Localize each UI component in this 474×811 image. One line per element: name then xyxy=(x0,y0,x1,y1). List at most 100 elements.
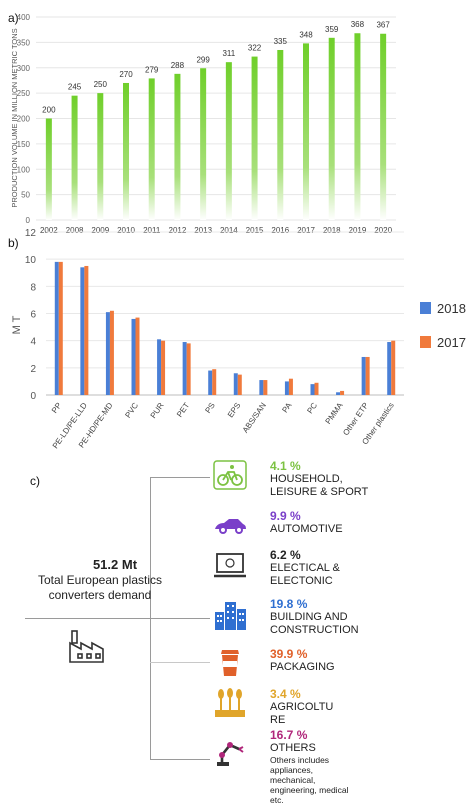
chartA-ytick-label: 50 xyxy=(21,191,30,200)
chartA-xtick-label: 2015 xyxy=(246,226,264,235)
buildings-icon xyxy=(215,602,246,630)
car-icon xyxy=(215,519,246,534)
chartA-data-label: 299 xyxy=(196,55,210,64)
chartB-bar-2018 xyxy=(310,384,315,395)
chartB-xtick-label: ABS/SAN xyxy=(241,401,268,435)
chartA-bar xyxy=(354,33,361,220)
panel-a-label: a) xyxy=(8,11,19,25)
chartA-xtick-label: 2012 xyxy=(169,226,187,235)
production-volume-chart: 200 245 250 270 279 288 299 311 322 335 348 359 368 3… xyxy=(10,13,396,235)
chartA-data-label: 368 xyxy=(351,20,365,29)
chartA-data-label: 322 xyxy=(248,44,262,53)
chartA-ytick-label: 300 xyxy=(17,64,31,73)
chartA-xtick-label: 2016 xyxy=(271,226,289,235)
sector-packaging-pct: 39.9 % xyxy=(270,647,308,661)
chartA-data-label: 348 xyxy=(299,30,313,39)
sector-agriculture-pct: 3.4 % xyxy=(270,687,301,701)
chartB-bar-2018 xyxy=(233,373,238,395)
chartA-data-label: 311 xyxy=(222,49,235,58)
chartB-ytick-label: 8 xyxy=(30,282,36,293)
factory-icon xyxy=(69,630,104,663)
chartA-bar xyxy=(123,82,129,220)
chartA-bar xyxy=(225,62,232,221)
sector-agriculture: 3.4 % AGRICOLTU RE xyxy=(270,688,470,727)
chartB-bar-2018 xyxy=(208,370,213,395)
chartB-bar-2017 xyxy=(263,380,268,395)
chartB-xtick-label: PVC xyxy=(123,401,140,420)
chartB-ytick-label: 10 xyxy=(25,255,37,266)
chartA-data-label: 250 xyxy=(94,80,108,89)
sector-household-label-2: LEISURE & SPORT xyxy=(270,486,369,498)
chartA-xtick-label: 2010 xyxy=(117,226,135,235)
chartA-xtick-label: 2002 xyxy=(40,226,58,235)
chartA-bar xyxy=(45,118,52,220)
chartB-ytick-label: 4 xyxy=(30,337,36,348)
sector-others-note-5: etc. xyxy=(270,795,284,805)
connector-divider xyxy=(25,618,210,619)
total-demand-caption-1: Total European plastics xyxy=(37,573,163,587)
sector-electrical: 6.2 % ELECTICAL & ELECTONIC xyxy=(270,549,470,588)
sector-automotive-pct: 9.9 % xyxy=(270,509,301,523)
legend-label-2017: 2017 xyxy=(437,335,466,350)
chartA-ytick-label: 250 xyxy=(17,89,31,98)
chartB-bar-2017 xyxy=(288,378,293,395)
sector-building-pct: 19.8 % xyxy=(270,597,308,611)
sector-electrical-label-1: ELECTICAL & xyxy=(270,562,340,574)
chartA-data-label: 279 xyxy=(145,65,159,74)
panel-b-label: b) xyxy=(8,236,19,250)
sector-building-label-1: BUILDING AND xyxy=(270,611,348,623)
laptop-icon xyxy=(214,553,246,578)
legend-swatch-2017 xyxy=(420,336,431,348)
chartB-xtick-label: PP xyxy=(50,401,63,415)
legend-swatch-2018 xyxy=(420,302,431,314)
chartB-bar-2018 xyxy=(182,342,187,395)
sector-others-note-1: Others includes xyxy=(270,755,330,765)
chartA-xtick-label: 2019 xyxy=(349,226,367,235)
chartB-bar-2018 xyxy=(131,318,136,395)
chartB-bar-2017 xyxy=(212,369,217,395)
sector-packaging: 39.9 % PACKAGING xyxy=(270,648,470,674)
chartB-xtick-label: PS xyxy=(203,401,216,415)
chartA-xtick-label: 2009 xyxy=(91,226,109,235)
chartA-ylabel: PRODUCTION VOLUME IN MILLION METRIC TONS xyxy=(10,28,19,207)
bicycle-icon xyxy=(213,460,247,490)
chartA-data-label: 359 xyxy=(325,25,339,34)
chartB-xtick-label: PUR xyxy=(149,401,166,420)
chartB-ytick-label: 0 xyxy=(30,391,36,402)
chartA-bar xyxy=(97,93,104,220)
panel-c-label: c) xyxy=(30,474,40,488)
chartA-ytick-label: 150 xyxy=(17,140,31,149)
wheat-icon xyxy=(215,688,245,717)
sector-electrical-pct: 6.2 % xyxy=(270,548,301,562)
chartA-bar xyxy=(328,37,335,221)
chartB-legend: 2018 2017 xyxy=(420,301,466,350)
chartB-ytick-label: 12 xyxy=(25,228,37,239)
chartB-xtick-label: EPS xyxy=(226,401,243,419)
connector-top xyxy=(150,477,210,478)
chartA-xtick-label: 2020 xyxy=(374,226,392,235)
chartB-bar-2018 xyxy=(284,381,289,395)
connector-mid xyxy=(150,662,210,663)
chartA-data-label: 245 xyxy=(68,83,82,92)
chartB-bar-2018 xyxy=(105,312,110,395)
chartB-xtick-label: PMMA xyxy=(324,400,346,425)
sector-others-note-3: mechanical, xyxy=(270,775,316,785)
sector-electrical-label-2: ELECTONIC xyxy=(270,575,333,587)
chartA-bar xyxy=(174,73,181,220)
chartB-ylabel: M T xyxy=(11,315,23,334)
chartB-bar-2017 xyxy=(58,261,63,395)
chartB-bar-2017 xyxy=(135,317,140,395)
sector-others-note-2: appliances, xyxy=(270,765,314,775)
chartB-bar-2017 xyxy=(391,340,396,395)
chartA-data-label: 270 xyxy=(119,70,133,79)
chartA-ytick-label: 400 xyxy=(17,13,31,22)
sector-others-pct: 16.7 % xyxy=(270,728,308,742)
robot-arm-icon xyxy=(217,742,244,766)
chartA-xtick-label: 2014 xyxy=(220,226,238,235)
sector-household-label-1: HOUSEHOLD, xyxy=(270,473,343,485)
chartB-bar-2017 xyxy=(237,374,242,395)
chartB-bar-2018 xyxy=(259,380,264,395)
sector-agriculture-label-2: RE xyxy=(270,714,286,726)
chartA-bar xyxy=(200,68,207,220)
